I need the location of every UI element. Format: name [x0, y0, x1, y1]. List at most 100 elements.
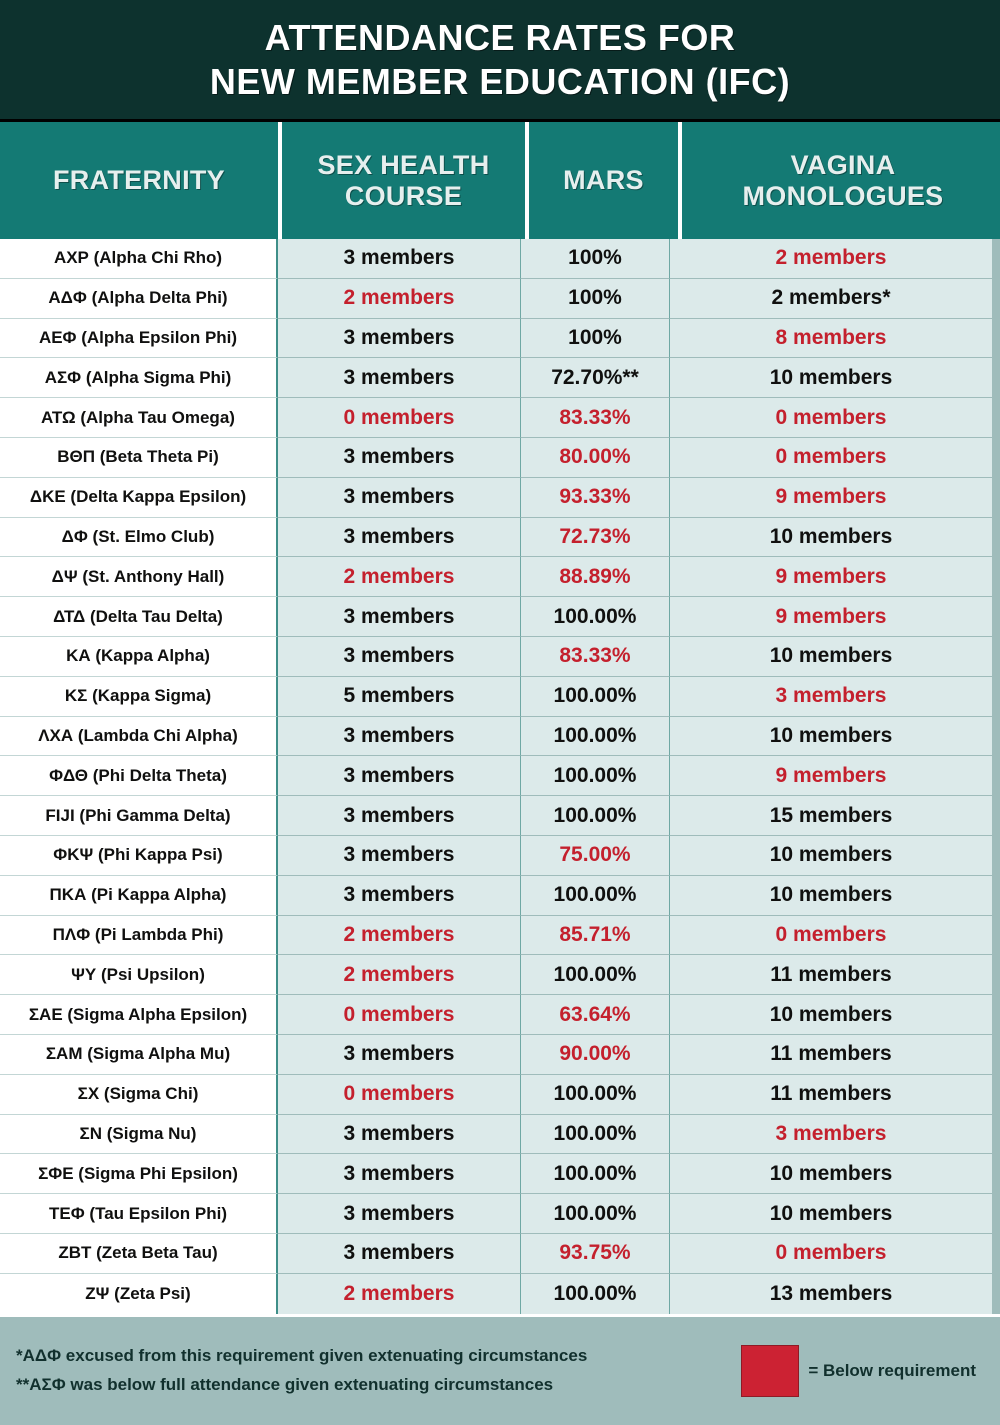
table-row: ΔΤΔ (Delta Tau Delta) 3 members 100.00% 9 m…	[0, 597, 1000, 637]
cell-fraternity: ΠΛΦ (Pi Lambda Phi)	[0, 915, 278, 956]
table-row: ΔΚΕ (Delta Kappa Epsilon) 3 members 93.33%…	[0, 477, 1000, 518]
cell-sex-health-course: 3 members	[278, 358, 521, 399]
cell-mars: 100.00%	[521, 716, 670, 757]
column-header-mars: MARS	[529, 122, 678, 239]
cell-mars: 100.00%	[521, 796, 670, 836]
cell-fraternity: ΔΤΔ (Delta Tau Delta)	[0, 597, 278, 637]
cell-mars: 88.89%	[521, 557, 670, 598]
cell-fraternity: ΣΧ (Sigma Chi)	[0, 1074, 278, 1115]
cell-fraternity: ΑΧΡ (Alpha Chi Rho)	[0, 239, 278, 279]
cell-fraternity: ΑΣΦ (Alpha Sigma Phi)	[0, 358, 278, 399]
table-row: ΣΧ (Sigma Chi) 0 members 100.00% 11 members	[0, 1074, 1000, 1115]
legend-label: = Below requirement	[808, 1360, 976, 1380]
cell-fraternity: ZBT (Zeta Beta Tau)	[0, 1233, 278, 1274]
title-line-2: NEW MEMBER EDUCATION (IFC)	[209, 60, 791, 102]
legend: = Below requirement	[741, 1344, 984, 1397]
cell-sex-health-course: 0 members	[278, 995, 521, 1035]
cell-sex-health-course: 2 members	[278, 278, 521, 319]
cell-mars: 100.00%	[521, 597, 670, 637]
table-row: ΑΧΡ (Alpha Chi Rho) 3 members 100% 2 member…	[0, 239, 1000, 279]
cell-mars: 100%	[521, 278, 670, 319]
cell-vagina-monologues: 10 members	[670, 636, 992, 677]
column-header-vagina-monologues: VAGINA MONOLOGUES	[682, 122, 1000, 239]
table-row: ZBT (Zeta Beta Tau) 3 members 93.75% 0 memb…	[0, 1233, 1000, 1274]
table-row: ΑΔΦ (Alpha Delta Phi) 2 members 100% 2 memb…	[0, 278, 1000, 319]
cell-sex-health-course: 3 members	[278, 437, 521, 478]
cell-vagina-monologues: 3 members	[670, 676, 992, 717]
cell-sex-health-course: 5 members	[278, 676, 521, 717]
cell-vagina-monologues: 10 members	[670, 835, 992, 876]
cell-fraternity: FIJI (Phi Gamma Delta)	[0, 796, 278, 836]
table-row: ΠΛΦ (Pi Lambda Phi) 2 members 85.71% 0 memb…	[0, 915, 1000, 956]
table-row: ΑΤΩ (Alpha Tau Omega) 0 members 83.33% 0 me…	[0, 398, 1000, 438]
cell-mars: 100.00%	[521, 1074, 670, 1115]
cell-vagina-monologues: 11 members	[670, 1074, 992, 1115]
cell-sex-health-course: 2 members	[278, 955, 521, 996]
cell-sex-health-course: 0 members	[278, 398, 521, 438]
cell-mars: 100.00%	[521, 1194, 670, 1234]
cell-mars: 72.73%	[521, 517, 670, 558]
cell-mars: 100.00%	[521, 1273, 670, 1314]
cell-sex-health-course: 3 members	[278, 636, 521, 677]
table-row: ΣΝ (Sigma Nu) 3 members 100.00% 3 members	[0, 1114, 1000, 1155]
table-row: ΣΑΕ (Sigma Alpha Epsilon) 0 members 63.64%…	[0, 995, 1000, 1035]
cell-vagina-monologues: 10 members	[670, 517, 992, 558]
cell-mars: 75.00%	[521, 835, 670, 876]
cell-sex-health-course: 3 members	[278, 1194, 521, 1234]
table-row: ΤΕΦ (Tau Epsilon Phi) 3 members 100.00% 10 …	[0, 1194, 1000, 1234]
cell-fraternity: ΔΦ (St. Elmo Club)	[0, 517, 278, 558]
cell-mars: 100%	[521, 239, 670, 279]
cell-mars: 100%	[521, 318, 670, 359]
footnote-double-asterisk: **ΑΣΦ was below full attendance given ex…	[16, 1375, 554, 1395]
cell-vagina-monologues: 3 members	[670, 1114, 992, 1155]
cell-vagina-monologues: 13 members	[670, 1273, 992, 1314]
footnotes: *ΑΔΦ excused from this requirement given…	[16, 1346, 741, 1395]
cell-fraternity: ΨΥ (Psi Upsilon)	[0, 955, 278, 996]
cell-vagina-monologues: 11 members	[670, 955, 992, 996]
cell-sex-health-course: 3 members	[278, 1034, 521, 1075]
table-row: ΑΣΦ (Alpha Sigma Phi) 3 members 72.70%** 10…	[0, 358, 1000, 399]
cell-mars: 83.33%	[521, 636, 670, 677]
cell-vagina-monologues: 10 members	[670, 358, 992, 399]
cell-mars: 100.00%	[521, 676, 670, 717]
cell-fraternity: ΣΦΕ (Sigma Phi Epsilon)	[0, 1154, 278, 1195]
cell-sex-health-course: 2 members	[278, 1273, 521, 1314]
cell-fraternity: ΒΘΠ (Beta Theta Pi)	[0, 437, 278, 478]
cell-mars: 90.00%	[521, 1034, 670, 1075]
cell-sex-health-course: 3 members	[278, 796, 521, 836]
cell-fraternity: ΦΚΨ (Phi Kappa Psi)	[0, 835, 278, 876]
table-row: ΑΕΦ (Alpha Epsilon Phi) 3 members 100% 8 me…	[0, 318, 1000, 359]
cell-sex-health-course: 2 members	[278, 915, 521, 956]
cell-vagina-monologues: 9 members	[670, 557, 992, 598]
table-row: ΨΥ (Psi Upsilon) 2 members 100.00% 11 membe…	[0, 955, 1000, 996]
cell-vagina-monologues: 2 members*	[670, 278, 992, 319]
cell-vagina-monologues: 10 members	[670, 1194, 992, 1234]
cell-mars: 80.00%	[521, 437, 670, 478]
cell-sex-health-course: 3 members	[278, 517, 521, 558]
cell-mars: 72.70%**	[521, 358, 670, 399]
cell-vagina-monologues: 0 members	[670, 437, 992, 478]
cell-fraternity: ΣΑΜ (Sigma Alpha Mu)	[0, 1034, 278, 1075]
table-row: ΦΔΘ (Phi Delta Theta) 3 members 100.00% 9 m…	[0, 756, 1000, 797]
cell-vagina-monologues: 11 members	[670, 1034, 992, 1075]
cell-vagina-monologues: 10 members	[670, 995, 992, 1035]
title-banner: ATTENDANCE RATES FOR NEW MEMBER EDUCATIO…	[0, 0, 1000, 122]
table-row: ΚΑ (Kappa Alpha) 3 members 83.33% 10 member…	[0, 636, 1000, 677]
table-row: ΚΣ (Kappa Sigma) 5 members 100.00% 3 member…	[0, 676, 1000, 717]
table-row: ΣΑΜ (Sigma Alpha Mu) 3 members 90.00% 11 me…	[0, 1034, 1000, 1075]
cell-mars: 63.64%	[521, 995, 670, 1035]
cell-vagina-monologues: 10 members	[670, 1154, 992, 1195]
cell-fraternity: ΦΔΘ (Phi Delta Theta)	[0, 756, 278, 797]
cell-fraternity: ΚΑ (Kappa Alpha)	[0, 636, 278, 677]
cell-mars: 100.00%	[521, 955, 670, 996]
cell-fraternity: ΚΣ (Kappa Sigma)	[0, 676, 278, 717]
cell-vagina-monologues: 15 members	[670, 796, 992, 836]
cell-fraternity: ΑΕΦ (Alpha Epsilon Phi)	[0, 318, 278, 359]
table-row: ΔΨ (St. Anthony Hall) 2 members 88.89% 9 me…	[0, 557, 1000, 598]
cell-mars: 100.00%	[521, 1154, 670, 1195]
cell-mars: 85.71%	[521, 915, 670, 956]
cell-fraternity: ΣΑΕ (Sigma Alpha Epsilon)	[0, 995, 278, 1035]
table-row: ΦΚΨ (Phi Kappa Psi) 3 members 75.00% 10 mem…	[0, 835, 1000, 876]
cell-sex-health-course: 3 members	[278, 875, 521, 916]
